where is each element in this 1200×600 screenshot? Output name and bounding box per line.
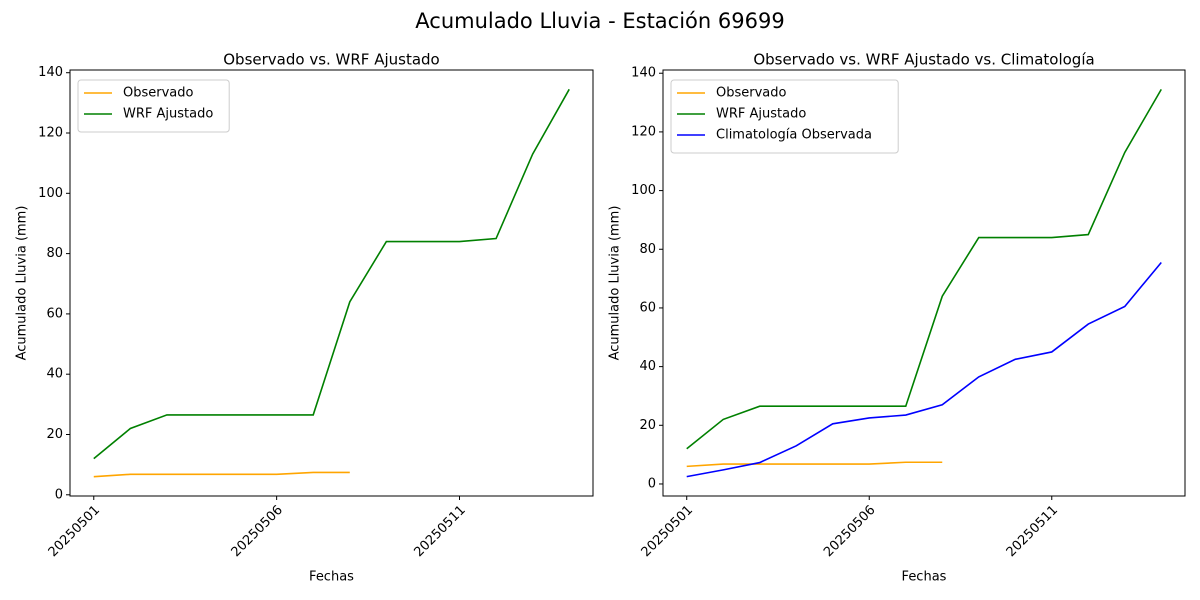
y-tick-label: 140 <box>38 65 63 80</box>
y-tick-label: 120 <box>631 124 656 139</box>
y-tick-label: 60 <box>639 300 656 315</box>
legend-label: Climatología Observada <box>716 128 872 143</box>
series-line <box>93 471 350 478</box>
y-tick-label: 40 <box>639 359 656 374</box>
y-tick-label: 100 <box>38 186 63 201</box>
x-axis-label: Fechas <box>902 570 947 585</box>
x-axis-label: Fechas <box>309 570 354 585</box>
y-tick-label: 120 <box>38 126 63 141</box>
series-line <box>93 88 570 460</box>
y-tick-label: 140 <box>631 66 656 81</box>
x-tick-label: 20250506 <box>229 503 286 560</box>
legend-box <box>77 79 230 133</box>
subplot-title: Observado vs. WRF Ajustado vs. Climatolo… <box>753 51 1094 69</box>
legend-label: Observado <box>123 86 194 101</box>
y-axis-label: Acumulado Lluvia (mm) <box>608 206 623 361</box>
plot-frame <box>662 69 1186 497</box>
x-tick-label: 20250506 <box>821 503 878 560</box>
x-tick-label: 20250511 <box>411 503 468 560</box>
subplot-title: Observado vs. WRF Ajustado <box>223 51 439 69</box>
legend-box <box>670 79 899 154</box>
y-tick-label: 0 <box>648 476 656 491</box>
legend-label: WRF Ajustado <box>123 107 213 122</box>
series-line <box>686 88 1162 450</box>
x-tick-label: 20250511 <box>1004 503 1061 560</box>
y-tick-label: 60 <box>46 306 63 321</box>
figure-title: Acumulado Lluvia - Estación 69699 <box>415 9 784 33</box>
plot-frame <box>69 69 594 497</box>
y-tick-label: 80 <box>639 242 656 257</box>
y-axis-label: Acumulado Lluvia (mm) <box>15 206 30 361</box>
series-line <box>686 261 1162 478</box>
y-tick-label: 80 <box>46 246 63 261</box>
legend-label: WRF Ajustado <box>716 107 806 122</box>
y-tick-label: 20 <box>46 427 63 442</box>
series-line <box>686 461 943 468</box>
y-tick-label: 0 <box>55 487 63 502</box>
x-tick-label: 20250501 <box>46 503 103 560</box>
x-tick-label: 20250501 <box>639 503 696 560</box>
y-tick-label: 40 <box>46 367 63 382</box>
y-tick-label: 20 <box>639 418 656 433</box>
legend-label: Observado <box>716 86 787 101</box>
y-tick-label: 100 <box>631 183 656 198</box>
